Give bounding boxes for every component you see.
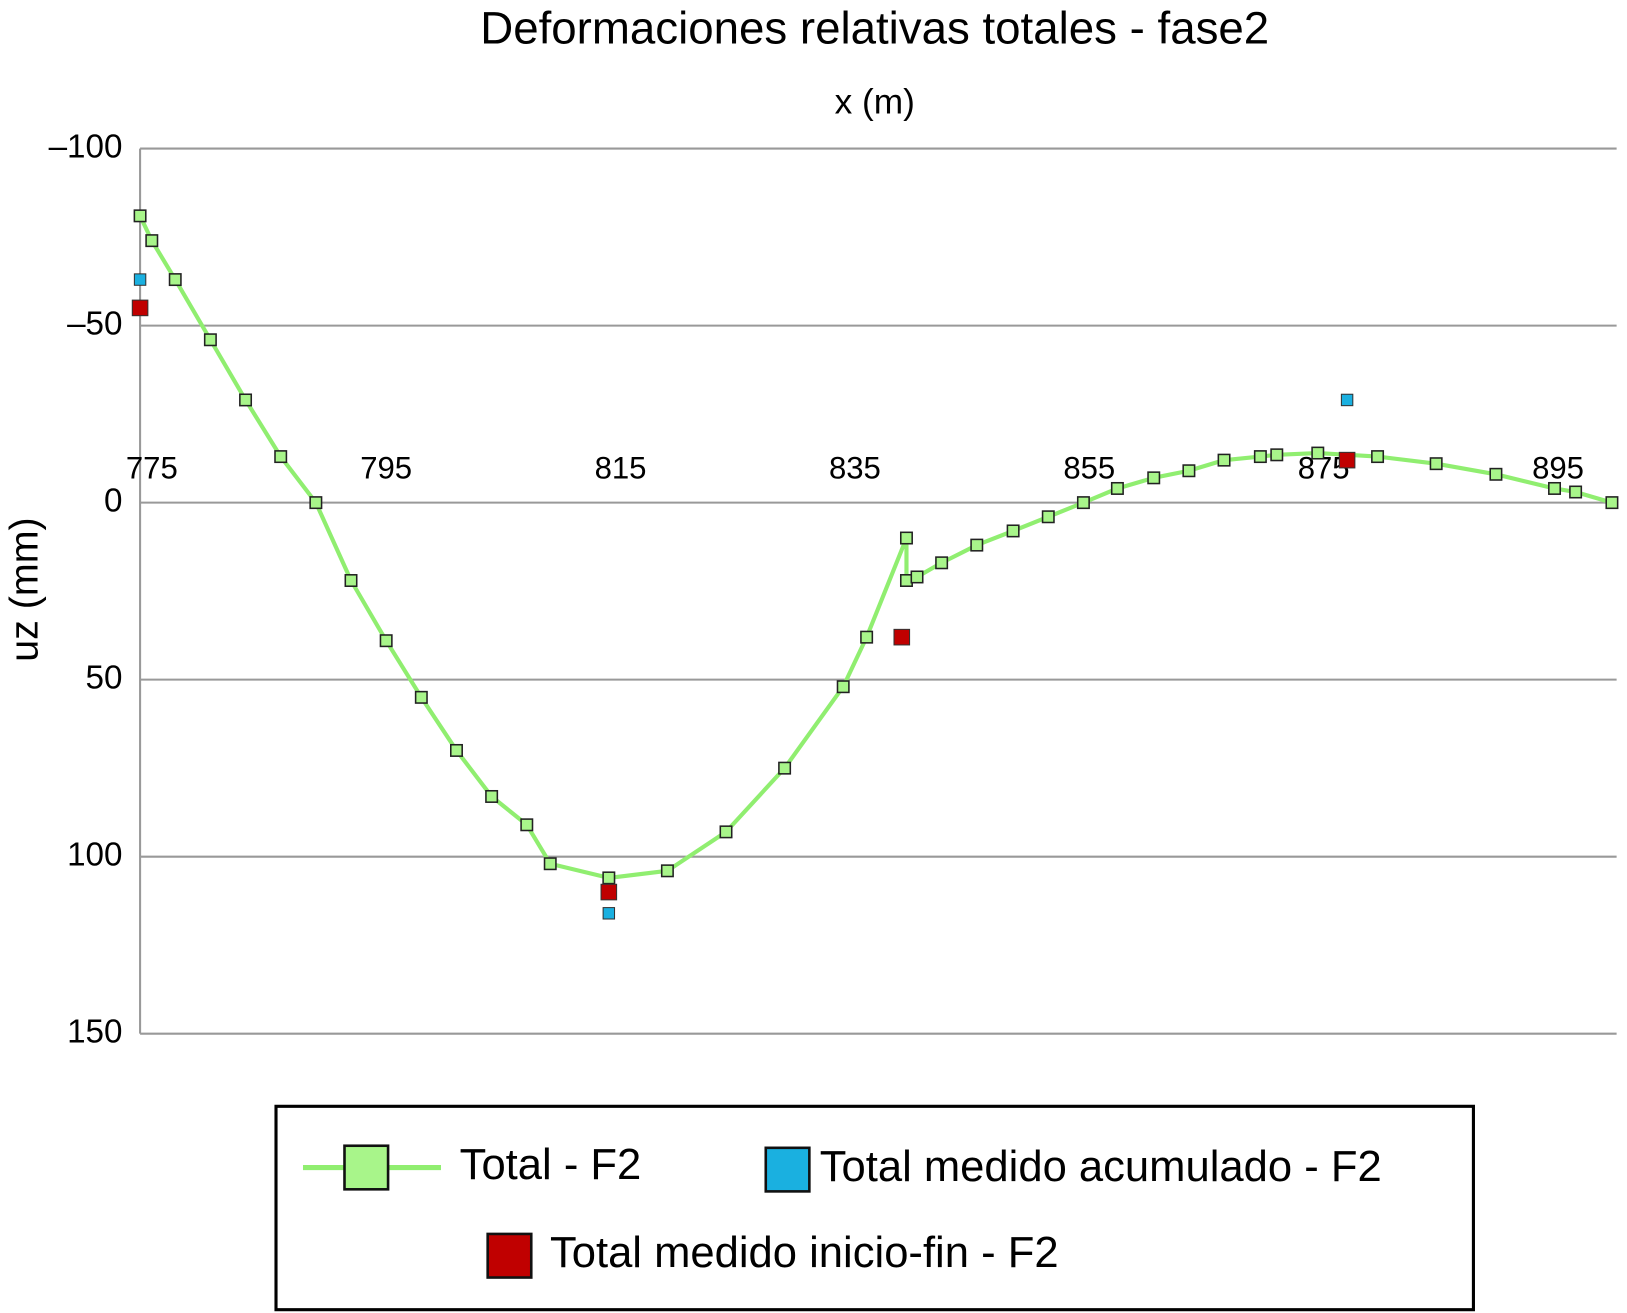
data-point xyxy=(1110,481,1124,495)
y-tick-label: 50 xyxy=(86,659,123,696)
legend-marker xyxy=(343,1144,390,1191)
data-point xyxy=(1548,481,1562,495)
data-point xyxy=(133,273,147,286)
data-point xyxy=(145,234,159,248)
data-point xyxy=(414,690,428,704)
y-tick-label: –100 xyxy=(49,128,123,165)
data-point xyxy=(1041,510,1055,524)
data-point xyxy=(836,680,850,694)
data-point xyxy=(520,818,534,832)
data-point xyxy=(1429,457,1443,471)
legend-label: Total medido acumulado - F2 xyxy=(820,1143,1382,1191)
x-axis-label: x (m) xyxy=(835,82,915,121)
x-tick-label: 835 xyxy=(829,451,881,486)
data-point xyxy=(239,393,253,407)
data-point xyxy=(1182,464,1196,478)
y-tick-label: 100 xyxy=(67,836,122,873)
data-point xyxy=(485,789,499,803)
y-tick-label: 150 xyxy=(67,1013,122,1050)
series-line xyxy=(138,214,1613,880)
data-point xyxy=(970,538,984,552)
data-point xyxy=(778,761,792,775)
x-tick-label: 895 xyxy=(1532,451,1584,486)
data-point xyxy=(1253,450,1267,464)
data-point xyxy=(602,907,616,920)
data-point xyxy=(133,209,147,223)
data-point xyxy=(1338,451,1356,469)
data-point xyxy=(344,574,358,587)
data-point xyxy=(893,628,911,646)
x-tick-label: 795 xyxy=(360,451,412,486)
legend-box xyxy=(274,1104,1475,1312)
data-point xyxy=(1006,524,1020,538)
y-axis-label: uz (mm) xyxy=(2,517,46,661)
data-point xyxy=(1270,448,1284,462)
y-tick-label: 0 xyxy=(104,482,122,519)
data-point xyxy=(719,825,733,839)
legend-label: Total medido inicio-fin - F2 xyxy=(550,1229,1059,1277)
data-point xyxy=(899,574,913,587)
data-point xyxy=(168,273,182,287)
legend-marker xyxy=(764,1146,811,1193)
data-point xyxy=(602,871,616,885)
data-point xyxy=(203,333,217,347)
legend-marker xyxy=(486,1232,533,1279)
data-point xyxy=(274,450,288,464)
data-point xyxy=(1569,485,1583,499)
y-tick-label: –50 xyxy=(67,305,122,342)
data-point xyxy=(131,299,149,317)
x-tick-label: 775 xyxy=(126,451,178,486)
data-point xyxy=(860,630,874,644)
data-point xyxy=(1605,496,1619,510)
data-point xyxy=(543,857,557,871)
data-point xyxy=(1076,496,1090,510)
data-point xyxy=(309,496,323,510)
data-point xyxy=(1311,446,1325,460)
data-point xyxy=(1371,450,1385,464)
x-tick-label: 815 xyxy=(595,451,647,486)
data-point xyxy=(1340,393,1354,407)
data-point xyxy=(899,531,913,545)
data-point xyxy=(935,556,949,570)
data-point xyxy=(600,883,618,901)
x-tick-label: 855 xyxy=(1063,451,1115,486)
data-point xyxy=(910,570,924,584)
chart-title: Deformaciones relativas totales - fase2 xyxy=(480,2,1269,53)
legend-label: Total - F2 xyxy=(460,1141,642,1189)
data-point xyxy=(1217,453,1231,467)
data-point xyxy=(449,743,463,757)
data-point xyxy=(660,864,674,878)
data-point xyxy=(1489,467,1503,481)
data-point xyxy=(379,634,393,648)
data-point xyxy=(1147,471,1161,485)
